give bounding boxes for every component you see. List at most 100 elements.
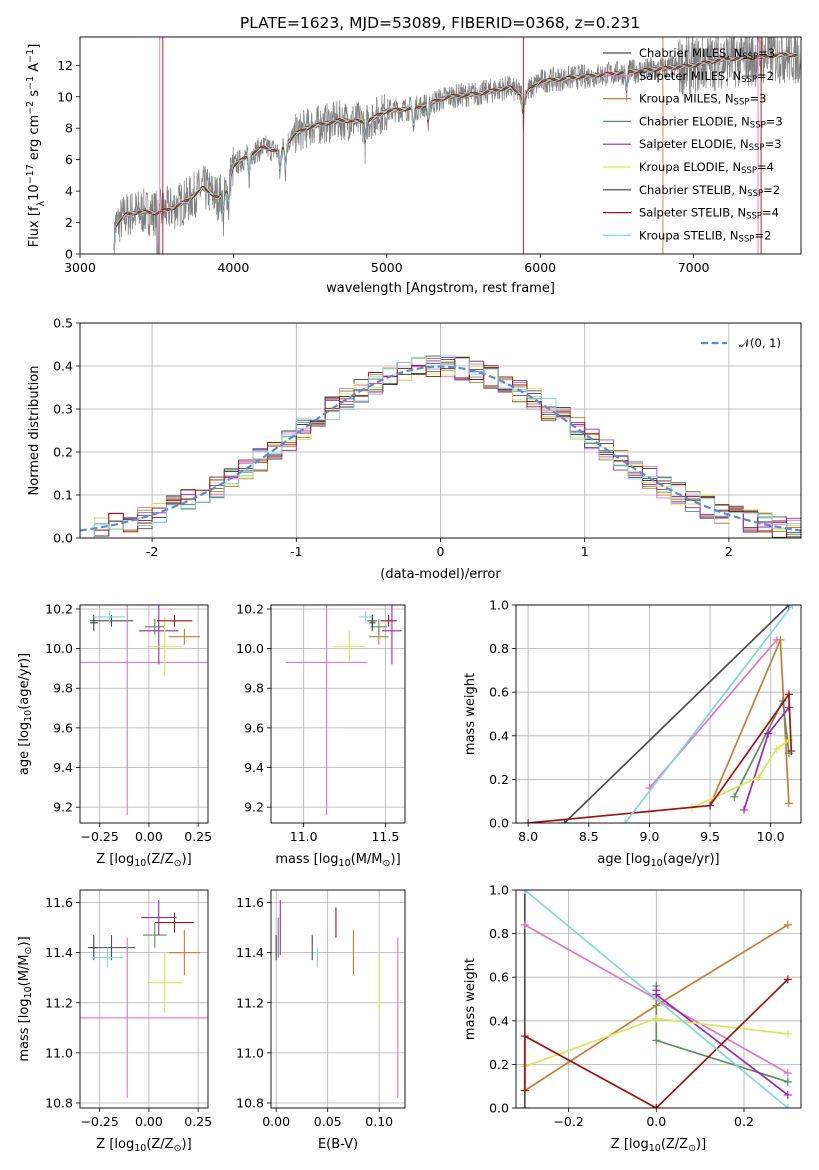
- mass_vs_ebv-xlabel-part: E(B-V): [318, 1137, 358, 1152]
- residuals-ytick-label: 0.2: [53, 445, 73, 460]
- weight_vs_age-series-line: [691, 739, 790, 809]
- weight_vs_Z-ytick-label: 0.2: [489, 1057, 509, 1072]
- mass_vs_ebv-ytick-label: 11.2: [236, 995, 264, 1010]
- weight_vs_age-point-marker: [788, 605, 797, 609]
- spectrum-ylabel-part: −2: [25, 101, 36, 115]
- mass_vs_ebv-xtick-label: 0.05: [314, 1114, 342, 1129]
- weight_vs_Z-point-marker: [783, 1090, 792, 1099]
- weight_vs_Z-point-marker: [783, 1029, 792, 1038]
- age_vs_mass-xtick-label: 11.5: [371, 829, 399, 844]
- weight_vs_age-point-marker: [787, 747, 796, 756]
- weight_vs_age-ytick-label: 0.0: [489, 816, 509, 831]
- spectrum-ylabel-part: λ: [36, 200, 47, 206]
- age_vs_Z-ylabel-part: (age/yr)]: [17, 653, 32, 710]
- age_vs_mass-ytick-label: 9.4: [244, 760, 264, 775]
- weight_vs_age-series-line: [624, 605, 794, 823]
- weight_vs_age-xlabel: age [log10(age/yr)]: [597, 852, 719, 869]
- residuals-xtick-label: 2: [725, 544, 733, 559]
- weight_vs_age-point-marker: [784, 690, 793, 699]
- legend-label: Kroupa STELIB, NSSP=2: [639, 228, 771, 244]
- spectrum-ylabel-part: ]: [27, 44, 42, 49]
- weight_vs_Z-xlabel-part: (Z/Z: [661, 1137, 688, 1152]
- legend-label: Salpeter STELIB, NSSP=4: [639, 206, 779, 222]
- weight_vs_Z-ytick-label: 1.0: [489, 883, 509, 898]
- residuals-xlabel: (data-model)/error: [380, 567, 501, 582]
- age_vs_mass-axes-frame: [270, 604, 406, 824]
- residuals-xtick-label: -1: [290, 544, 302, 559]
- weight_vs_Z-ytick-label: 0.8: [489, 926, 509, 941]
- weight_vs_Z-xtick-label: 0.2: [734, 1114, 754, 1129]
- age_vs_mass-plot-area: [285, 605, 402, 816]
- weight_vs_Z-ylabel: mass weight: [463, 958, 478, 1040]
- legend-label-val: =3: [765, 137, 782, 151]
- mass_vs_Z-ylabel-part: )]: [17, 936, 32, 946]
- weight_vs_age-xtick-label: 9.5: [700, 829, 720, 844]
- age_vs_Z-ytick-label: 9.6: [53, 720, 73, 735]
- spectrum-xlabel: wavelength [Angstrom, rest frame]: [326, 281, 555, 296]
- spectrum-model-line: [113, 53, 799, 250]
- age_vs_Z-plot-area: [80, 605, 208, 816]
- spectrum-ytick-label: 8: [65, 121, 73, 136]
- mass_vs_Z-ylabel-part: 10: [23, 986, 34, 998]
- mass_vs_Z-xtick-label: −0.25: [81, 1114, 119, 1129]
- mass_vs_Z-xlabel-part: (Z/Z: [146, 1137, 173, 1152]
- weight_vs_Z-ytick-label: 0.6: [489, 970, 509, 985]
- age_vs_Z-xlabel-part: ⊙: [174, 858, 182, 869]
- legend-label: Chabrier MILES, NSSP=3: [639, 46, 775, 62]
- legend-label: Chabrier ELODIE, NSSP=3: [639, 114, 783, 130]
- legend-label-sub: SSP: [741, 75, 757, 85]
- weight_vs_age-panel: 8.0 8.5 9.0 9.5 10.0 0.0 0.2 0.4 0.6 0.8 1.0 age [l…: [463, 598, 802, 869]
- weight_vs_Z-point-marker: [783, 1077, 792, 1086]
- weight_vs_Z-point-marker: [520, 1104, 529, 1108]
- weight_vs_age-point-marker: [772, 744, 781, 753]
- spectrum-ylabel-part: 10: [27, 184, 42, 201]
- mass_vs_ebv-plot-area: [275, 900, 399, 1098]
- residuals-xtick-label: 1: [581, 544, 589, 559]
- age_vs_mass-xlabel-part: (M/M: [351, 852, 383, 867]
- weight_vs_Z-point-marker: [783, 1069, 792, 1078]
- weight_vs_Z-point-marker: [520, 1086, 529, 1095]
- legend-label-val: =2: [754, 228, 771, 242]
- mass_vs_Z-ylabel-part: ⊙: [23, 947, 34, 955]
- weight_vs_age-point-marker: [754, 773, 763, 782]
- residuals-xtick-label: -2: [146, 544, 158, 559]
- age_vs_Z-xlabel-part: 10: [134, 858, 146, 869]
- weight_vs_Z-point-marker: [652, 1036, 661, 1045]
- legend-label-name: Chabrier MILES, N: [639, 46, 742, 60]
- weight_vs_age-ytick-label: 0.4: [489, 728, 509, 743]
- legend-label-sub: SSP: [741, 166, 757, 176]
- age_vs_Z-ylabel-part: 10: [23, 710, 34, 722]
- legend-label-sub: SSP: [747, 189, 763, 199]
- residuals-xtick-label: 0: [437, 544, 445, 559]
- weight_vs_age-ytick-label: 0.8: [489, 641, 509, 656]
- weight_vs_Z-point-marker: [520, 890, 529, 894]
- weight_vs_Z-point-marker: [652, 1104, 661, 1108]
- mass_vs_ebv-ytick-label: 11.4: [236, 945, 264, 960]
- age_vs_mass-ytick-label: 9.8: [244, 681, 264, 696]
- weight_vs_age-ylabel: mass weight: [463, 673, 478, 755]
- legend-label-name: Salpeter ELODIE, N: [639, 137, 749, 151]
- age_vs_Z-xlabel-part: (Z/Z: [146, 852, 173, 867]
- weight_vs_Z-panel: −0.2 0.0 0.2 0.0 0.2 0.4 0.6 0.8 1.0 Z [log10(Z/Z…: [463, 883, 802, 1154]
- weight_vs_age-xlabel-part: (age/yr)]: [663, 852, 720, 867]
- age_vs_Z-xlabel-part: Z [log: [96, 852, 134, 867]
- age_vs_mass-xlabel-part: mass [log: [275, 852, 338, 867]
- spectrum-ylabel-part: −1: [25, 49, 36, 63]
- legend-label-val: =3: [758, 46, 775, 60]
- weight_vs_Z-xtick-label: 0.0: [646, 1114, 666, 1129]
- legend-label: Kroupa ELODIE, NSSP=4: [639, 160, 774, 176]
- legend-label-val: =3: [749, 92, 766, 106]
- legend-label: Chabrier STELIB, NSSP=2: [639, 183, 780, 199]
- spectrum-xtick-label: 7000: [678, 260, 710, 275]
- age_vs_mass-panel: 11.0 11.5 9.2 9.4 9.6 9.8 10.0 10.2 mass [log10(…: [236, 601, 406, 869]
- legend-label: Kroupa MILES, NSSP=3: [639, 92, 766, 108]
- weight_vs_age-xtick-label: 9.0: [639, 829, 659, 844]
- age_vs_Z-ylabel-part: age [log: [17, 722, 32, 775]
- mass_vs_Z-xlabel-part: )]: [182, 1137, 192, 1152]
- weight_vs_Z-point-marker: [783, 920, 792, 929]
- legend-label-name: Kroupa ELODIE, N: [639, 160, 741, 174]
- mass_vs_Z-xtick-label: 0.00: [135, 1114, 163, 1129]
- spectrum-xtick-label: 4000: [217, 260, 249, 275]
- mass_vs_Z-ytick-label: 10.8: [45, 1095, 73, 1110]
